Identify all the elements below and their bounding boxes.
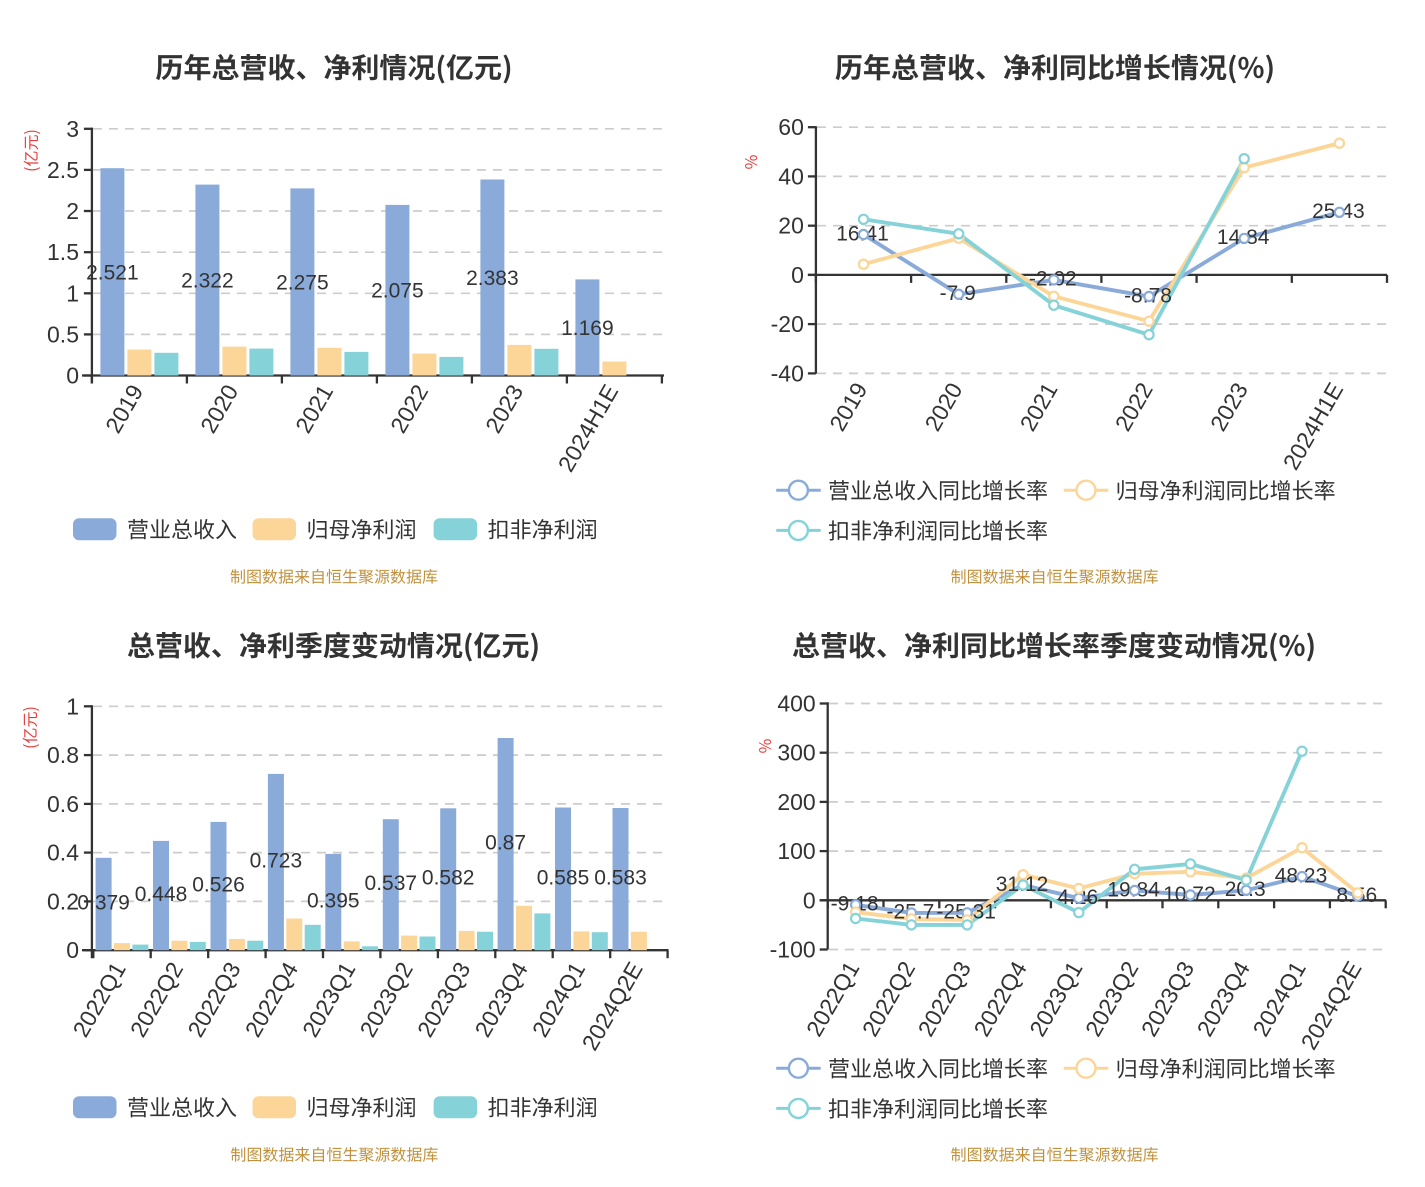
svg-text:0.87: 0.87 <box>485 832 526 855</box>
svg-text:1: 1 <box>66 693 79 719</box>
svg-text:0.4: 0.4 <box>47 840 79 866</box>
svg-text:100: 100 <box>777 838 815 864</box>
svg-text:0.6: 0.6 <box>47 791 79 817</box>
svg-text:-100: -100 <box>770 937 816 963</box>
svg-text:0.8: 0.8 <box>47 742 79 768</box>
svg-text:0.2: 0.2 <box>47 888 79 914</box>
svg-text:0.526: 0.526 <box>192 874 245 897</box>
svg-text:0.582: 0.582 <box>422 867 475 890</box>
svg-text:0.379: 0.379 <box>77 892 130 915</box>
svg-text:2.322: 2.322 <box>181 270 234 293</box>
svg-text:0: 0 <box>66 363 79 389</box>
svg-text:2.383: 2.383 <box>466 267 519 290</box>
svg-text:400: 400 <box>777 691 815 717</box>
svg-text:0.537: 0.537 <box>365 872 418 895</box>
svg-text:0.448: 0.448 <box>135 883 188 906</box>
svg-text:0: 0 <box>791 262 804 288</box>
svg-text:20: 20 <box>778 213 804 239</box>
svg-text:0.395: 0.395 <box>307 890 360 913</box>
svg-text:0: 0 <box>66 937 79 963</box>
svg-text:-20: -20 <box>771 311 804 337</box>
svg-text:-40: -40 <box>771 360 804 386</box>
svg-text:0: 0 <box>803 887 816 913</box>
svg-text:300: 300 <box>777 740 815 766</box>
svg-text:40: 40 <box>778 163 804 189</box>
svg-text:2.5: 2.5 <box>47 157 79 183</box>
svg-text:60: 60 <box>778 114 804 140</box>
svg-text:0.583: 0.583 <box>594 867 647 890</box>
svg-text:3: 3 <box>66 116 79 142</box>
svg-text:1.5: 1.5 <box>47 239 79 265</box>
svg-text:0.585: 0.585 <box>537 866 590 889</box>
svg-text:2.075: 2.075 <box>371 280 424 303</box>
svg-text:2.521: 2.521 <box>86 261 139 284</box>
svg-text:2: 2 <box>66 198 79 224</box>
svg-text:2.275: 2.275 <box>276 272 329 295</box>
svg-text:1: 1 <box>66 280 79 306</box>
svg-text:1.169: 1.169 <box>561 317 614 340</box>
svg-text:0.723: 0.723 <box>250 850 303 873</box>
svg-text:200: 200 <box>777 789 815 815</box>
svg-text:0.5: 0.5 <box>47 321 79 347</box>
